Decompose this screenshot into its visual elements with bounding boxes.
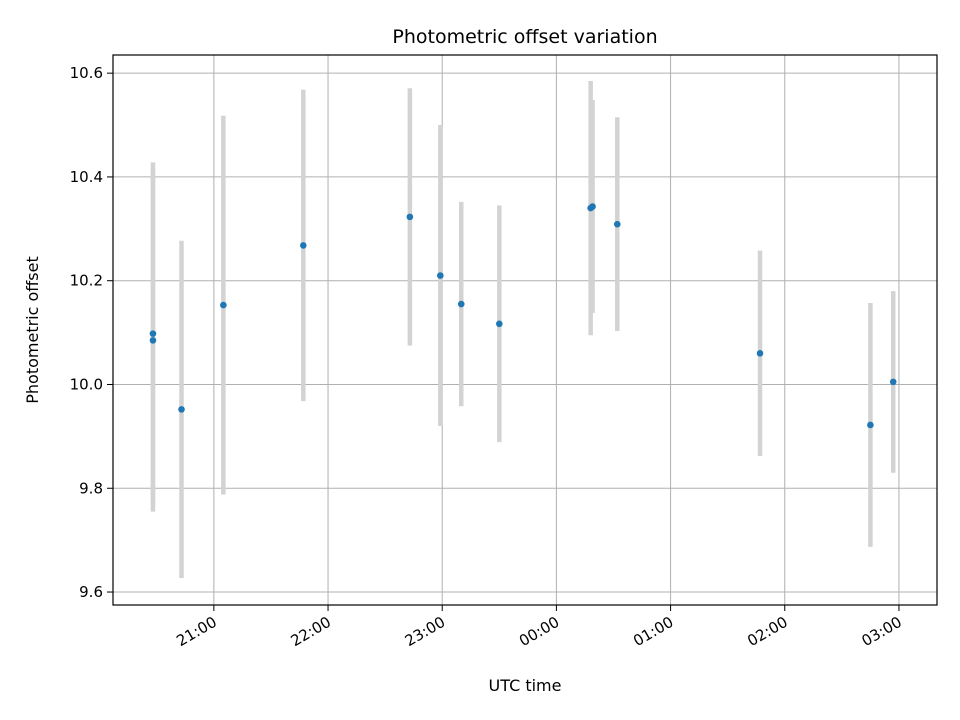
data-point (300, 242, 307, 249)
data-point (149, 337, 157, 344)
data-point (613, 220, 621, 228)
y-axis-ticks: 9.6 9.8 10.0 10.2 10.4 10.6 (70, 64, 113, 601)
data-point (589, 203, 596, 210)
data-point (178, 406, 185, 413)
data-point (457, 300, 465, 308)
y-axis-label: Photometric offset (23, 256, 42, 404)
data-point (220, 301, 227, 309)
grid-lines (113, 55, 937, 605)
data-point (496, 320, 503, 328)
y-tick-label: 9.6 (79, 583, 103, 601)
data-points (149, 203, 897, 429)
y-tick-label: 10.4 (70, 168, 103, 186)
y-tick-label: 10.6 (70, 64, 103, 82)
data-point (406, 213, 414, 221)
chart-title: Photometric offset variation (392, 26, 657, 48)
data-point (149, 330, 157, 337)
data-point (437, 272, 444, 279)
plot-frame (112, 54, 938, 606)
x-axis-label: UTC time (489, 676, 562, 695)
y-tick-label: 10.0 (70, 375, 103, 393)
data-point (889, 378, 897, 386)
data-point (756, 350, 764, 357)
y-tick-label: 9.8 (79, 479, 103, 497)
data-point (867, 421, 874, 429)
y-tick-label: 10.2 (70, 272, 103, 290)
